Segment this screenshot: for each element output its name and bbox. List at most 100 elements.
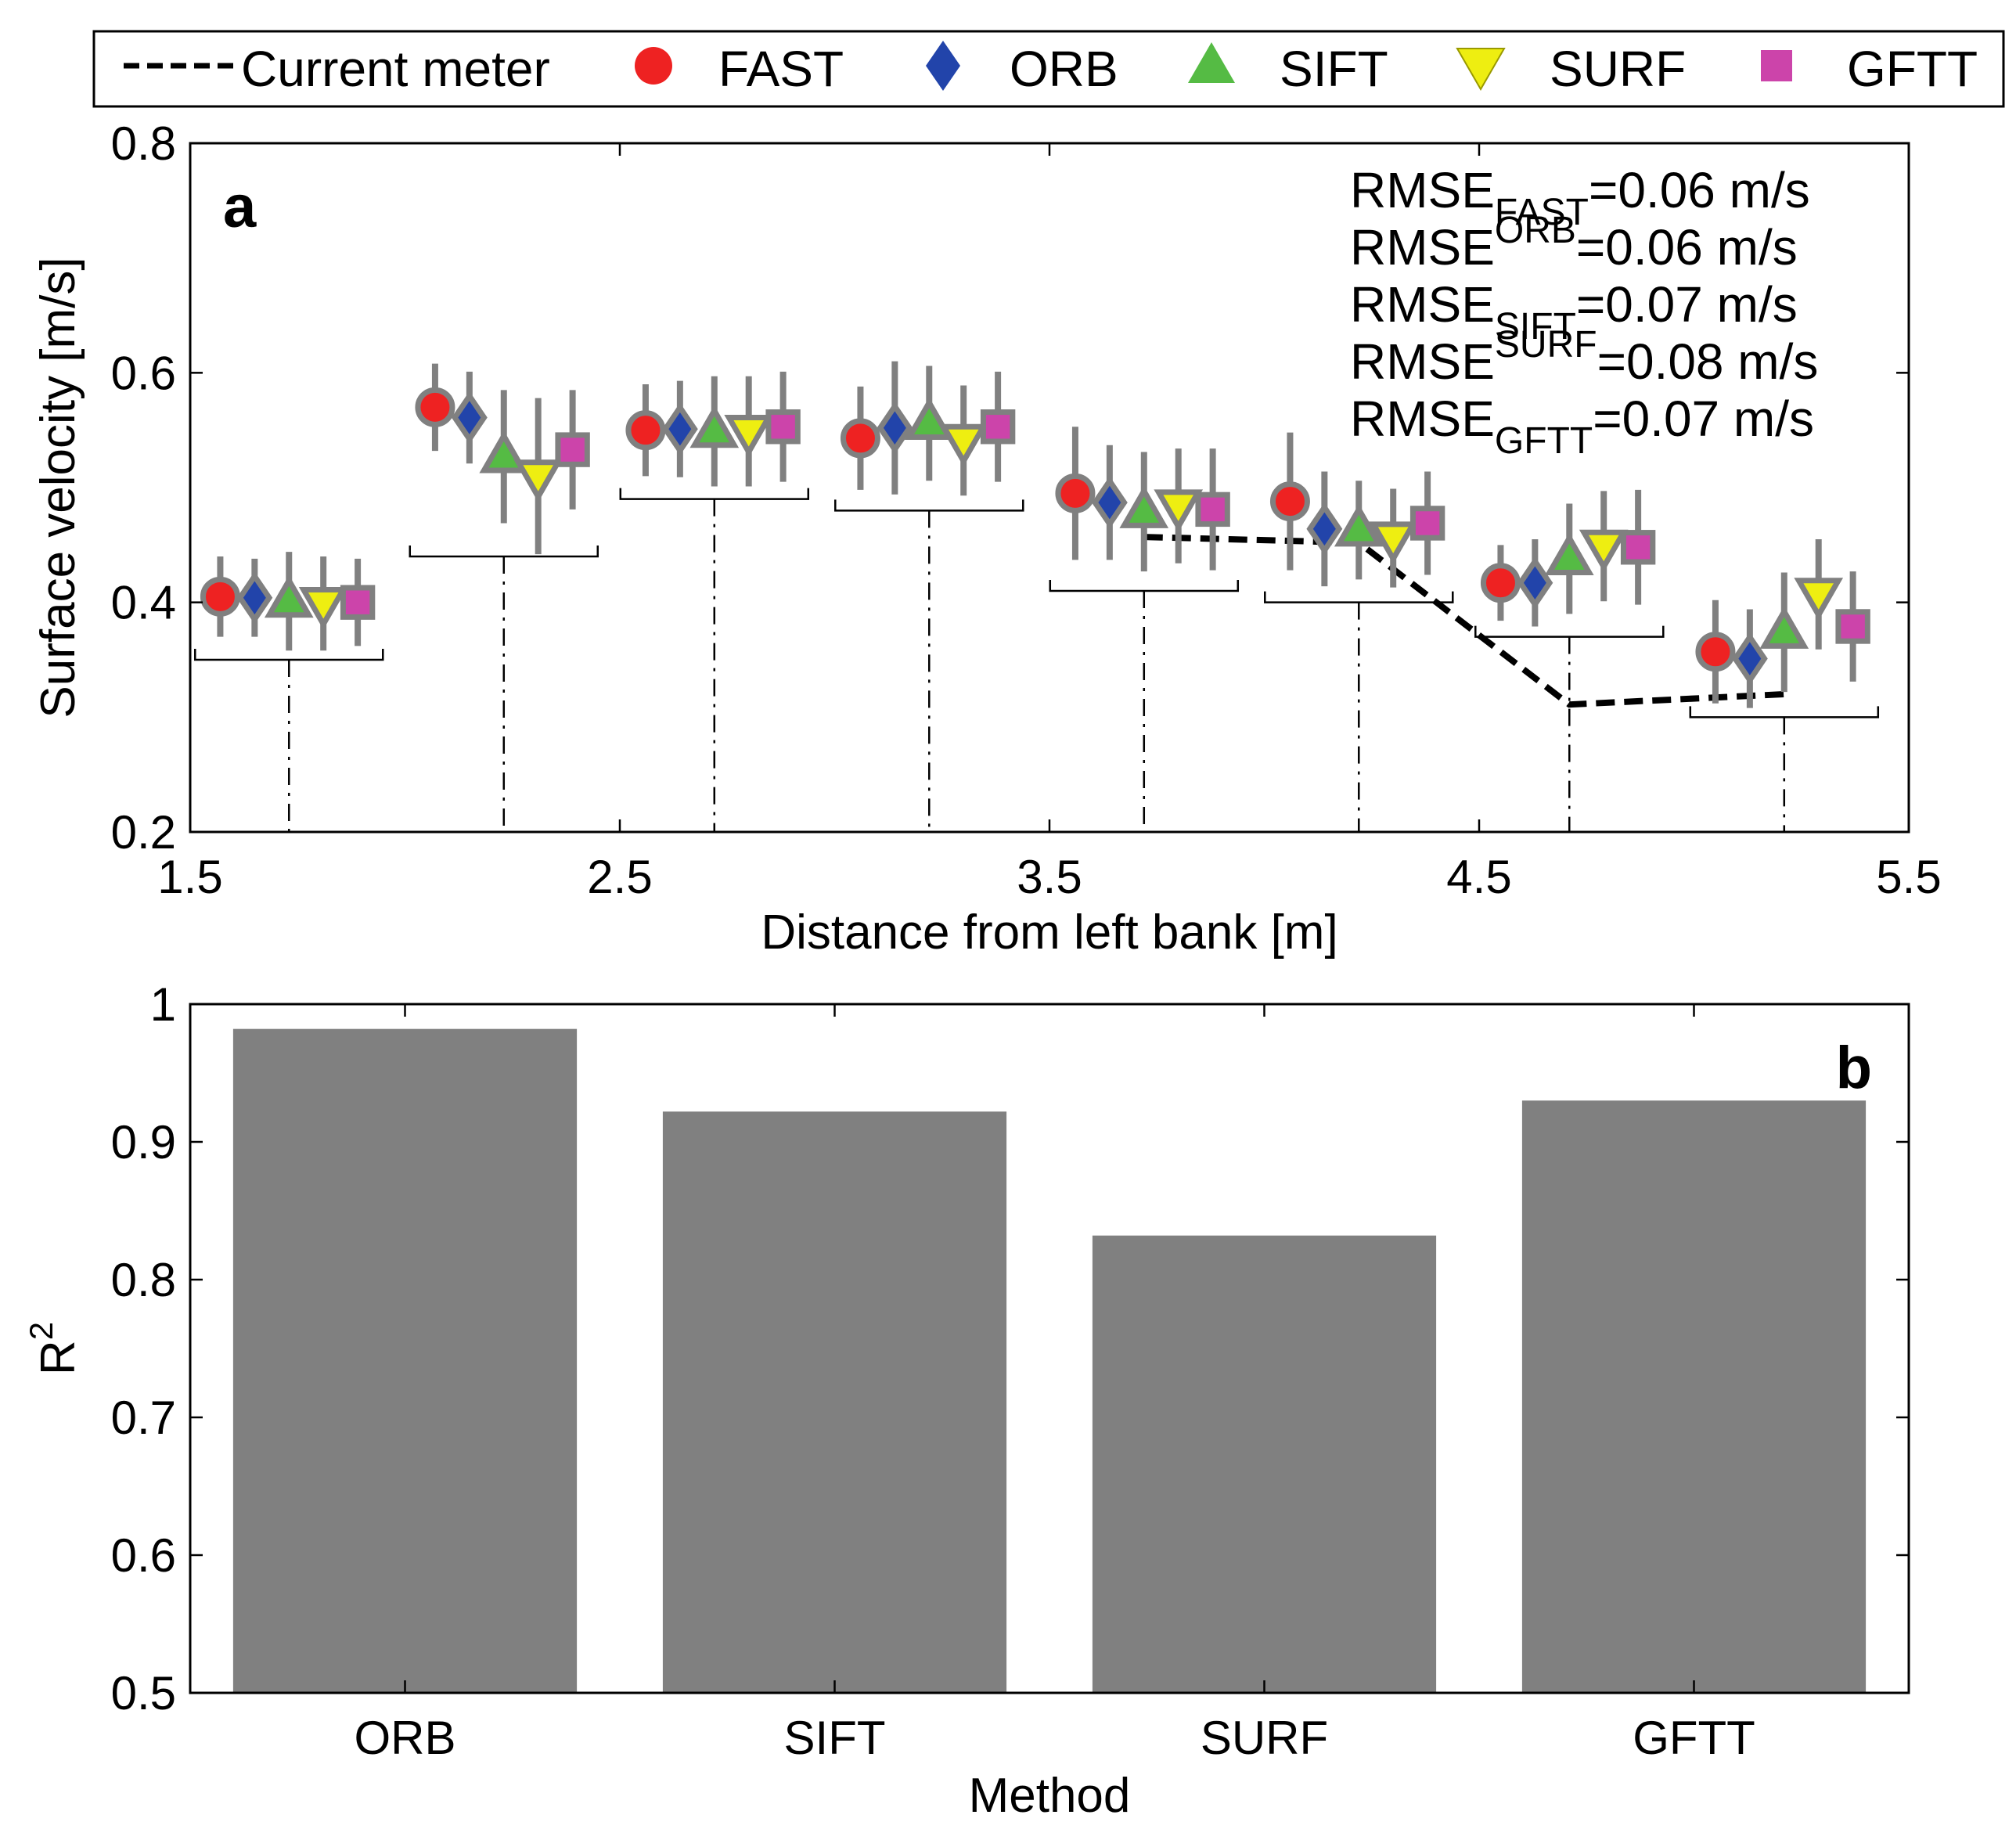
panel-b-xlabel: Method: [969, 1769, 1131, 1822]
station-bracket: [409, 546, 599, 558]
marker-gftt: [980, 409, 1016, 445]
bars: [232, 1028, 1867, 1693]
marker-gftt: [1195, 492, 1230, 528]
marker-fast: [200, 576, 240, 617]
marker-gftt: [340, 585, 376, 620]
legend-swatch-sift: [1188, 42, 1235, 83]
current-meter-line: [1143, 534, 1784, 708]
legend-label: Current meter: [241, 41, 550, 97]
current-meter-series: [1143, 534, 1784, 708]
y-tick-label: 1: [150, 978, 176, 1031]
marker-surf: [513, 459, 563, 502]
legend: Current meter FAST ORB SIFT SURF GFTT: [92, 30, 2005, 108]
legend-label: FAST: [718, 41, 844, 97]
marker-fast: [1695, 632, 1736, 672]
marker-fast: [1480, 563, 1521, 603]
station-bracket: [194, 649, 384, 661]
y-tick-label: 0.5: [111, 1667, 176, 1719]
marker-gftt: [1835, 609, 1870, 644]
rmse-sift: RMSESIFT=0.07 m/s: [1350, 276, 1798, 347]
marker-orb: [661, 402, 698, 456]
marker-sift: [1544, 532, 1594, 576]
legend-swatch-fast: [635, 47, 672, 85]
station-brackets: [194, 488, 1880, 832]
bar-orb: [232, 1028, 578, 1693]
y-tick-label: 0.8: [111, 117, 176, 170]
marker-surf: [1154, 489, 1204, 532]
legend-box: [92, 30, 2005, 108]
legend-swatch-orb: [926, 41, 960, 91]
marker-gftt: [555, 432, 590, 467]
marker-orb: [236, 571, 273, 625]
station-bracket: [1689, 706, 1880, 718]
panel-b-frame: [189, 1003, 1910, 1694]
station-bracket: [834, 499, 1024, 512]
marker-sift: [689, 405, 740, 448]
rmse-gftt: RMSEGFTT=0.07 m/s: [1350, 391, 1814, 462]
ylabel-sup: 2: [23, 1322, 59, 1340]
y-tick-label: 0.6: [111, 347, 176, 399]
x-tick-label: 1.5: [157, 851, 222, 903]
marker-fast: [415, 387, 455, 427]
marker-sift: [1759, 606, 1809, 649]
ylabel-base: R: [31, 1340, 85, 1375]
panel-a-plot-area: [190, 143, 1909, 832]
bar-surf: [1092, 1235, 1437, 1693]
x-tick-label: 3.5: [1017, 851, 1082, 903]
station-bracket: [1264, 591, 1454, 603]
x-tick-label: 2.5: [587, 851, 652, 903]
category-label: GFTT: [1633, 1712, 1755, 1764]
marker-orb: [1306, 502, 1343, 556]
category-label: SIFT: [784, 1712, 886, 1764]
x-tick-label: 4.5: [1446, 851, 1511, 903]
y-tick-label: 0.8: [111, 1254, 176, 1306]
panel-b-letter: b: [1836, 1035, 1872, 1101]
marker-surf: [298, 587, 348, 630]
y-tick-label: 0.9: [111, 1116, 176, 1168]
y-tick-label: 0.6: [111, 1529, 176, 1582]
y-tick-label: 0.7: [111, 1392, 176, 1444]
marker-orb: [451, 391, 488, 445]
legend-label: GFTT: [1847, 41, 1978, 97]
station-bracket: [1049, 580, 1240, 592]
legend-swatch-gftt: [1761, 50, 1792, 81]
legend-label: SIFT: [1280, 41, 1388, 97]
marker-sift: [1119, 485, 1169, 528]
rmse-fast: RMSEFAST=0.06 m/s: [1350, 162, 1810, 233]
marker-surf: [1579, 529, 1629, 573]
marker-orb: [877, 401, 913, 455]
marker-surf: [938, 423, 988, 467]
station-bracket: [619, 488, 810, 500]
marker-sift: [264, 574, 314, 618]
category-label: SURF: [1201, 1712, 1328, 1764]
marker-orb: [1091, 476, 1128, 529]
marker-fast: [625, 410, 666, 451]
marker-surf: [1794, 578, 1844, 621]
x-tick-label: 5.5: [1876, 851, 1941, 903]
legend-label: SURF: [1550, 41, 1686, 97]
station-bracket: [1474, 625, 1665, 638]
bar-sift: [662, 1111, 1007, 1693]
panel-b-ticks: [190, 1003, 1909, 1694]
marker-sift: [1334, 503, 1384, 547]
marker-sift: [904, 397, 954, 440]
marker-fast: [1269, 481, 1310, 522]
y-tick-label: 0.4: [111, 577, 176, 629]
legend-swatch-surf: [1456, 48, 1506, 92]
panel-a: 1.5 2.5 3.5 4.5 5.5 0.2 0.4 0.6 0.8 a RMSEFAST=0…: [31, 117, 1942, 960]
panel-b-ylabel: R2: [23, 1322, 85, 1375]
svg-text:R2: R2: [23, 1322, 85, 1375]
marker-gftt: [1409, 506, 1445, 541]
panel-b: ORB SIFT SURF GFTT 0.5 0.6 0.7 0.8 0.9 1 b Method…: [23, 978, 1910, 1822]
marker-gftt: [1620, 530, 1656, 565]
panel-a-letter: a: [223, 174, 257, 240]
marker-fast: [840, 418, 880, 459]
panel-a-ylabel: Surface velocity [m/s]: [31, 257, 85, 718]
marker-gftt: [765, 409, 801, 445]
marker-fast: [1055, 473, 1096, 513]
bar-gftt: [1521, 1100, 1867, 1693]
rmse-orb: RMSEORB=0.06 m/s: [1350, 210, 1798, 275]
marker-surf: [724, 415, 774, 458]
